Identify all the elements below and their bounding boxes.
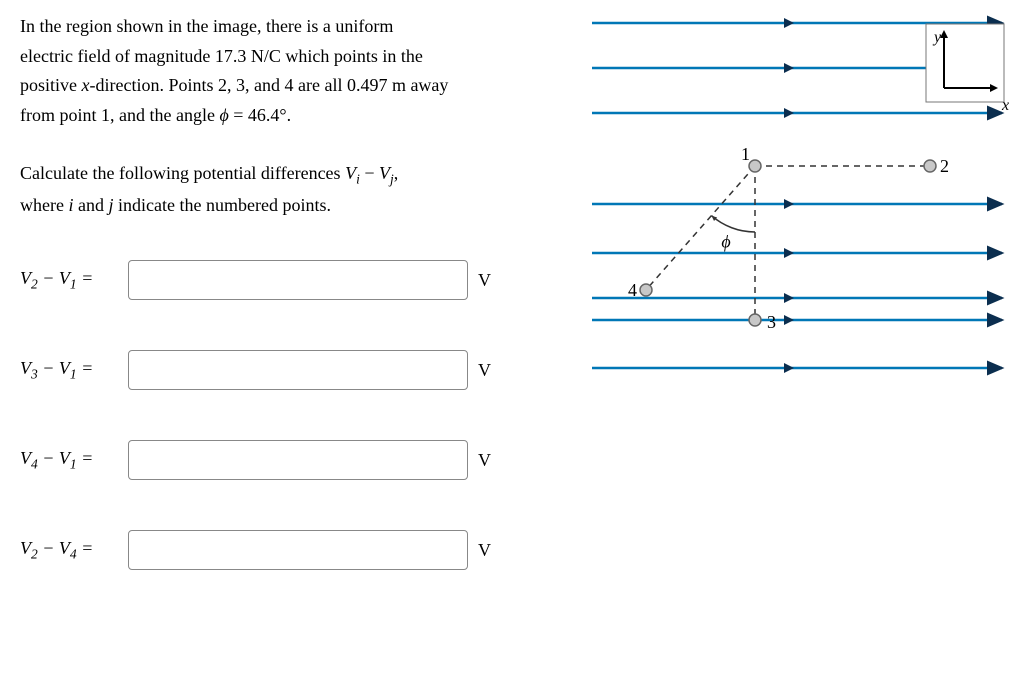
answer-input-v3-v1[interactable] (128, 350, 468, 390)
svg-text:x: x (1001, 97, 1009, 114)
svg-text:3: 3 (767, 312, 776, 332)
svg-text:1: 1 (741, 144, 750, 164)
unit-4: V (478, 540, 491, 561)
unit-1: V (478, 270, 491, 291)
unit-3: V (478, 450, 491, 471)
answer-input-v4-v1[interactable] (128, 440, 468, 480)
problem-paragraph-1: In the region shown in the image, there … (20, 12, 580, 131)
figure-svg: y x ϕ 1 2 3 4 (590, 8, 1010, 388)
answer-input-v2-v4[interactable] (128, 530, 468, 570)
p1-line-1: electric field of magnitude 17.3 N/C whi… (20, 46, 423, 66)
input-label-2: V3 − V1 = (20, 358, 128, 383)
input-row-1: V2 − V1 = V (20, 260, 580, 300)
svg-text:y: y (932, 29, 942, 46)
svg-text:2: 2 (940, 156, 949, 176)
input-row-2: V3 − V1 = V (20, 350, 580, 390)
input-label-3: V4 − V1 = (20, 448, 128, 473)
svg-text:4: 4 (628, 280, 637, 300)
input-row-3: V4 − V1 = V (20, 440, 580, 480)
unit-2: V (478, 360, 491, 381)
figure: y x ϕ 1 2 3 4 (590, 8, 1010, 388)
answer-input-v2-v1[interactable] (128, 260, 468, 300)
input-row-4: V2 − V4 = V (20, 530, 580, 570)
input-label-1: V2 − V1 = (20, 268, 128, 293)
p1-line-3: from point 1, and the angle ϕ = 46.4°. (20, 105, 291, 125)
svg-text:ϕ: ϕ (721, 232, 730, 252)
input-label-4: V2 − V4 = (20, 538, 128, 563)
p1-line-2: positive x-direction. Points 2, 3, and 4… (20, 75, 448, 95)
p2-line-0: Calculate the following potential differ… (20, 163, 398, 183)
problem-paragraph-2: Calculate the following potential differ… (20, 159, 580, 221)
p2-line-1: where i and j indicate the numbered poin… (20, 195, 331, 215)
p1-line-0: In the region shown in the image, there … (20, 16, 393, 36)
